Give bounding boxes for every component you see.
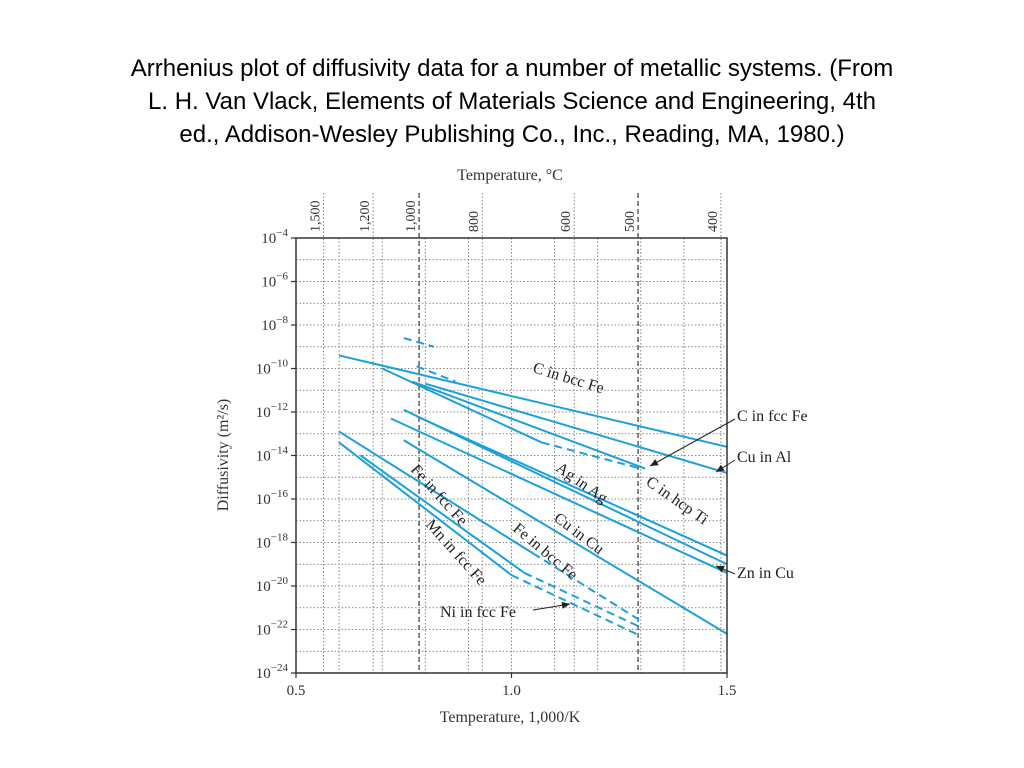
series-line	[390, 417, 728, 574]
series-lines	[338, 337, 728, 637]
series-label: Ni in fcc Fe	[440, 604, 516, 621]
y-tick-label: 10−6	[261, 271, 288, 291]
series-line	[403, 408, 728, 566]
series-line	[381, 367, 543, 444]
arrow-head	[650, 459, 659, 466]
y-tick-label: 10−12	[256, 401, 288, 421]
series-dashed-line	[524, 572, 642, 629]
x-axis-label: Temperature, 1,000/K	[440, 709, 581, 726]
caption-line-1: Arrhenius plot of diffusivity data for a…	[130, 55, 894, 82]
arrow-head	[561, 601, 570, 609]
series-label: C in fcc Fe	[737, 408, 808, 425]
series-dashed-line	[532, 552, 642, 622]
y-tick-label: 10−18	[256, 532, 289, 552]
y-tick-label: 10−24	[256, 662, 289, 682]
y-tick-label: 10−8	[261, 314, 288, 334]
y-tick-label: 10−10	[256, 358, 289, 378]
series-line	[425, 382, 728, 474]
y-tick-label: 10−4	[261, 227, 288, 247]
y-axis-label: Diffusivity (m²/s)	[215, 399, 232, 512]
arrow-line	[649, 418, 736, 467]
figure-caption: Arrhenius plot of diffusivity data for a…	[40, 52, 984, 151]
series-label: Mn in fcc Fe	[422, 516, 490, 588]
top-tick-label: 600	[559, 211, 574, 232]
y-tick-label: 10−20	[256, 575, 289, 595]
x-tick-label: 1.5	[718, 683, 737, 699]
series-line	[338, 354, 728, 448]
y-tick-label: 10−14	[256, 445, 289, 465]
axes: 1,500 1,200 1,000 800 600 500 400 Temperature, …	[215, 167, 736, 726]
series-dashed-line	[511, 574, 642, 637]
series-dashed-line	[416, 365, 456, 383]
grid	[296, 193, 727, 673]
series-dashed-line	[541, 441, 642, 470]
series-line	[416, 415, 728, 557]
series-line	[403, 439, 728, 635]
caption-line-3: ed., Addison-Wesley Publishing Co., Inc.…	[179, 121, 845, 148]
top-tick-label: 500	[623, 211, 638, 232]
arrow-head	[716, 464, 725, 472]
caption-line-2: L. H. Van Vlack, Elements of Materials S…	[148, 88, 876, 115]
series-line	[338, 430, 534, 555]
arrow-head	[716, 565, 725, 573]
series-label: C in bcc Fe	[531, 360, 606, 398]
x-tick-label: 1.0	[502, 683, 521, 699]
y-tick-label: 10−16	[256, 488, 289, 508]
series-line	[412, 380, 646, 470]
top-tick-label: 800	[467, 211, 482, 232]
top-tick-label: 1,200	[358, 201, 373, 233]
label-arrows	[532, 418, 736, 611]
series-label: Ag in Ag	[553, 459, 611, 507]
series-label: Zn in Cu	[737, 565, 794, 582]
series-line	[360, 454, 526, 574]
top-axis-label: Temperature, °C	[457, 167, 563, 184]
series-label: Cu in Al	[737, 449, 792, 466]
x-tick-label: 0.5	[287, 683, 306, 699]
series-line	[338, 441, 513, 576]
top-tick-label: 1,500	[309, 201, 324, 233]
series-dashed-line	[403, 337, 435, 348]
top-tick-label: 400	[706, 211, 721, 232]
top-tick-label: 1,000	[404, 201, 419, 233]
y-tick-label: 10−22	[256, 619, 288, 639]
